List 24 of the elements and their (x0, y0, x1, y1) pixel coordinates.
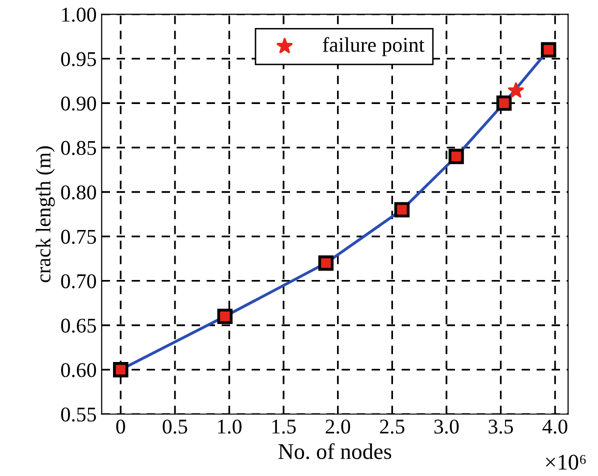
y-tick-label: 0.95 (61, 52, 96, 66)
y-tick-label: 0.80 (61, 185, 96, 200)
y-tick-label: 0.65 (61, 318, 96, 333)
x-tick-label: 3.0 (434, 420, 459, 434)
y-tick-label: 1.00 (62, 8, 96, 22)
x-axis-title: No. of nodes (278, 443, 392, 460)
x-tick-label: 0.5 (162, 420, 188, 434)
y-tick-label: 0.90 (61, 96, 96, 111)
legend-label: failure point (322, 37, 424, 56)
x-tick-label: 2.5 (380, 420, 404, 434)
x-tick-label: 0 (116, 420, 126, 434)
y-tick-label: 0.70 (61, 274, 96, 288)
y-tick-label: 0.60 (61, 363, 96, 378)
point (508, 82, 524, 98)
x-tick-label: 1.0 (218, 420, 242, 434)
y-tick-label: 0.55 (61, 407, 96, 422)
x-tick-label: 2.0 (326, 420, 350, 434)
y-tick-label: 0.85 (61, 140, 96, 156)
y-axis-title: crack length (m) (36, 146, 55, 282)
x-tick-label: 3.5 (488, 420, 513, 434)
x-tick-label: 1.5 (272, 420, 296, 434)
text: ×10⁶ (546, 454, 586, 470)
x-tick-label: 4.0 (542, 420, 568, 434)
y-tick-label: 0.75 (61, 230, 96, 244)
